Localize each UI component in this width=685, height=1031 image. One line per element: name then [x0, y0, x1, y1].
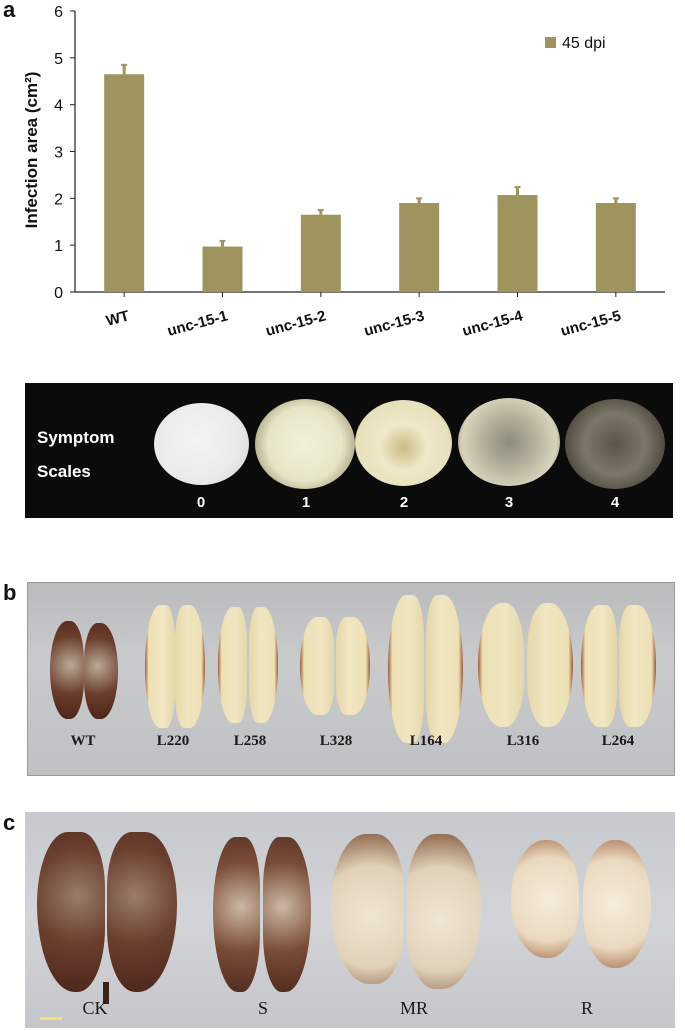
chart-axes: [70, 10, 665, 297]
x-tick-label-3: unc-15-3: [362, 307, 426, 339]
infection-area-bar-chart: 0 1 2 3 4 5 6 Infection area (cm²) WT unc-15-1 unc…: [22, 4, 665, 340]
x-tick-label-1: unc-15-1: [166, 307, 230, 339]
tuber-wt: [50, 621, 118, 719]
panel-letter-b: b: [3, 580, 17, 605]
panel-b-label-l258: L258: [233, 733, 267, 749]
y-tick-label-0: 0: [54, 285, 63, 302]
y-tick-label-4: 4: [54, 98, 63, 115]
bar-unc-15-2: [300, 214, 341, 292]
symptom-scale-panel: Symptom Scales 0 1 2 3 4: [25, 383, 673, 518]
panel-c-label-s: S: [257, 998, 269, 1018]
bar-unc-15-4: [497, 195, 538, 292]
tuber-l328: [300, 617, 370, 715]
panel-c-label-mr: MR: [399, 998, 429, 1018]
symptom-disc-4: [565, 399, 665, 489]
panel-b-label-l164: L164: [409, 733, 443, 749]
panel-b-label-wt: WT: [70, 733, 96, 749]
symptom-scale-1: 1: [301, 494, 311, 511]
panel-c-photo: CK S MR R: [25, 812, 675, 1028]
panel-c-label-r: R: [580, 998, 594, 1018]
y-tick-label-1: 1: [54, 238, 63, 255]
tuber-mr: [331, 834, 481, 996]
tuber-l316: [478, 603, 573, 727]
bar-unc-15-3: [399, 203, 440, 292]
symptom-scale-0: 0: [196, 494, 206, 511]
x-tick-label-5: unc-15-5: [559, 307, 623, 339]
chart-labels: 0 1 2 3 4 5 6 Infection area (cm²) WT unc-15-1 unc…: [22, 4, 623, 340]
x-tick-label-0: WT: [104, 307, 131, 329]
legend-label: 45 dpi: [562, 35, 606, 52]
tuber-l258: [218, 607, 278, 723]
symptom-scale-2: 2: [399, 494, 409, 511]
panel-letter-a: a: [3, 0, 16, 22]
symptom-disc-3: [458, 398, 560, 486]
tuber-r: [511, 840, 651, 968]
tuber-l220: [145, 605, 205, 728]
panel-b-label-l316: L316: [506, 733, 540, 749]
scale-bar: [40, 1017, 62, 1020]
chart-bars: [104, 63, 636, 292]
symptom-title-line2: Scales: [37, 462, 91, 481]
symptom-scale-4: 4: [610, 494, 620, 511]
x-tick-label-2: unc-15-2: [264, 307, 328, 339]
symptom-scale-3: 3: [504, 494, 514, 511]
panel-b-label-l264: L264: [601, 733, 635, 749]
panel-letter-c: c: [3, 810, 16, 835]
y-tick-label-5: 5: [54, 51, 63, 68]
symptom-title-line1: Symptom: [37, 428, 115, 447]
bar-WT: [104, 74, 145, 292]
bar-unc-15-5: [595, 203, 636, 292]
legend-swatch: [545, 37, 556, 48]
panel-b-photo: WT L220 L258 L328 L164 L316 L264: [27, 582, 675, 776]
y-axis-label: Infection area (cm²): [22, 72, 41, 229]
x-tick-label-4: unc-15-4: [461, 307, 526, 340]
panel-c-label-ck: CK: [82, 998, 108, 1018]
panel-b-label-l328: L328: [319, 733, 353, 749]
y-tick-label-6: 6: [54, 4, 63, 21]
bar-unc-15-1: [202, 246, 243, 292]
tuber-s: [213, 837, 311, 1002]
tuber-ck: [37, 832, 177, 1004]
y-tick-label-3: 3: [54, 145, 63, 162]
tuber-l264: [581, 605, 656, 727]
symptom-disc-0: [154, 403, 249, 485]
symptom-disc-1: [255, 399, 355, 489]
tuber-l164: [388, 595, 463, 745]
symptom-disc-2: [355, 400, 452, 486]
panel-b-label-l220: L220: [156, 733, 190, 749]
y-tick-label-2: 2: [54, 191, 63, 208]
